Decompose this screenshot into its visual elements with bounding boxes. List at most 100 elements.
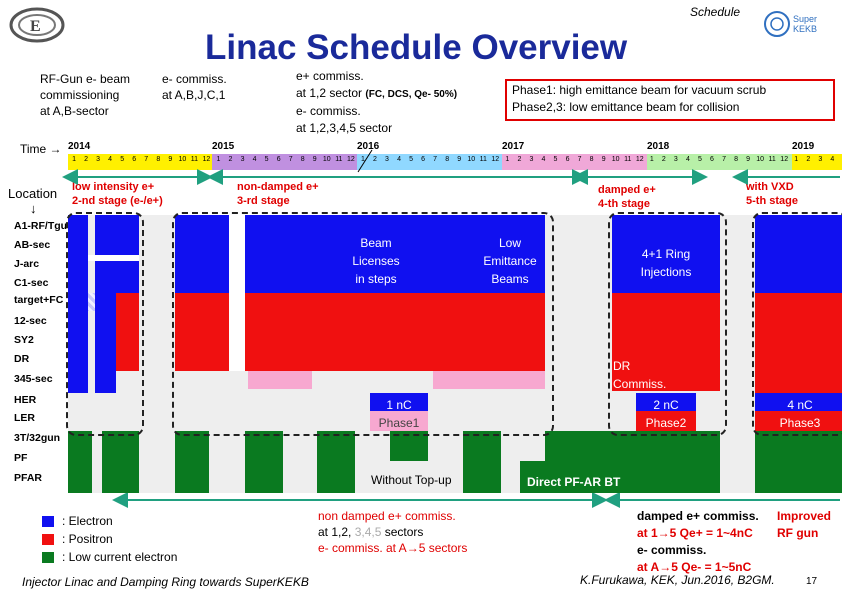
e-minus-note: e- commiss. at A,B,J,C,1 xyxy=(162,72,227,102)
block-e-2014-tail xyxy=(68,293,88,393)
row-label: DR xyxy=(14,353,30,365)
row-label: 12-sec xyxy=(14,315,47,327)
month-label: 6 xyxy=(710,156,714,163)
svg-text:E: E xyxy=(30,18,41,35)
block-phase3-her xyxy=(755,393,842,411)
block-e-plus-2018 xyxy=(612,293,720,391)
kek-logo: E xyxy=(8,6,66,44)
month-label: 11 xyxy=(479,156,487,163)
year-2019: 2019 xyxy=(792,141,815,152)
legend-electron-swatch xyxy=(42,516,54,527)
dash-2014 xyxy=(66,212,144,436)
block-green-1 xyxy=(68,431,92,493)
legend-positron: : Positron xyxy=(62,532,113,546)
block-dr-pink-1 xyxy=(248,371,312,389)
month-label: 5 xyxy=(120,156,125,163)
month-label: 4 xyxy=(685,156,690,163)
phase-box-line2: Phase2,3: low emittance beam for collisi… xyxy=(512,100,740,114)
row-label: HER xyxy=(14,394,37,406)
improved-rf-gun-note: Improved RF gun xyxy=(777,509,832,540)
corner-label: Schedule xyxy=(690,5,741,19)
row-label: 345-sec xyxy=(14,373,53,385)
month-label: 1 xyxy=(794,156,799,163)
month-label: 11 xyxy=(335,156,343,163)
month-label: 2 xyxy=(228,156,233,163)
month-label: 10 xyxy=(756,156,765,163)
month-label: 3 xyxy=(385,156,389,163)
row-label: AB-sec xyxy=(14,239,51,251)
low-emittance-label: Low Emittance Beams xyxy=(483,236,537,286)
block-green-2 xyxy=(102,431,139,493)
dash-2015-2017 xyxy=(172,212,554,436)
block-green-3 xyxy=(175,431,209,493)
block-phase3-ler xyxy=(755,411,842,431)
month-label: 11 xyxy=(190,156,199,163)
block-phase1-ler xyxy=(370,411,428,431)
month-label: 7 xyxy=(144,156,149,163)
month-label: 5 xyxy=(698,156,702,163)
footer-right: K.Furukawa, KEK, Jun.2016, B2GM. xyxy=(580,573,775,587)
block-green-5 xyxy=(317,431,355,493)
month-label: 6 xyxy=(565,156,570,163)
location-label: Location xyxy=(8,186,58,201)
block-phase2-her xyxy=(636,393,696,411)
month-label: 9 xyxy=(746,156,751,163)
dr-commiss-label: DR Commiss. xyxy=(613,359,667,391)
month-label: 11 xyxy=(624,156,632,163)
year-2017: 2017 xyxy=(502,141,525,152)
stage-5: with VXD 5-th stage xyxy=(746,181,798,207)
beam-licenses-label: Beam Licenses in steps xyxy=(352,236,400,286)
location-arrow: ↓ xyxy=(30,201,37,216)
block-e-2019 xyxy=(755,215,842,293)
non-damped-note: non damped e+ commiss. at 1,2, 3,4,5 sec… xyxy=(318,509,468,555)
month-label: 1 xyxy=(505,156,510,163)
month-label: 2 xyxy=(372,156,377,163)
year-2015: 2015 xyxy=(212,141,235,152)
row-label: PFAR xyxy=(14,472,43,484)
dash-2019 xyxy=(752,212,842,436)
block-phase2-ler xyxy=(636,411,696,431)
row-label: C1-sec xyxy=(14,277,49,289)
block-e-main2 xyxy=(245,215,545,293)
month-label: 9 xyxy=(601,156,606,163)
month-label: 1 xyxy=(649,156,654,163)
month-label: 2 xyxy=(661,156,666,163)
block-phase1-her xyxy=(370,393,428,411)
month-labels: 1 2 3 4 5 6 7 8 9 10 11 12 1 2 3 4 5 6 7 8 9 10 11 12 1 2 3 4 5 6 7 8 9 1… xyxy=(68,156,842,170)
year-2018: 2018 xyxy=(647,141,670,152)
month-label: 2 xyxy=(517,156,522,163)
without-topup-label: Without Top-up xyxy=(371,473,452,487)
month-label: 9 xyxy=(312,156,317,163)
rf-gun-note: RF-Gun e- beam commissioning at A,B-sector xyxy=(40,72,131,118)
row-label: LER xyxy=(14,412,35,424)
page-number: 17 xyxy=(806,576,818,587)
phase1-label: 1 nC Phase1 xyxy=(378,398,420,430)
month-label: 4 xyxy=(541,156,546,163)
month-label: 2 xyxy=(84,156,88,163)
month-label: 12 xyxy=(346,156,355,163)
month-label: 9 xyxy=(457,156,462,163)
block-green-9 xyxy=(755,431,842,493)
legend-low-current-swatch xyxy=(42,552,54,563)
block-e-plus-2019 xyxy=(755,293,842,393)
month-label: 6 xyxy=(132,156,137,163)
month-label: 9 xyxy=(168,156,173,163)
legend-low-current: : Low current electron xyxy=(62,550,178,564)
month-label: 3 xyxy=(96,156,101,163)
row-label: A1-RF/Tgun xyxy=(14,220,74,232)
block-green-8 xyxy=(520,431,720,493)
month-label: 8 xyxy=(156,156,161,163)
row-label: SY2 xyxy=(14,334,34,346)
phase3-label: 4 nC Phase3 xyxy=(779,398,821,430)
phase2-label: 2 nC Phase2 xyxy=(645,398,687,430)
page-title: Linac Schedule Overview xyxy=(205,28,628,67)
stage-4: damped e+ 4-th stage xyxy=(598,184,656,210)
month-label: 3 xyxy=(818,156,823,163)
month-label: 5 xyxy=(409,156,413,163)
month-label: 1 xyxy=(216,156,221,163)
month-label: 8 xyxy=(589,156,594,163)
month-label: 8 xyxy=(445,156,450,163)
month-label: 7 xyxy=(433,156,438,163)
month-label: 3 xyxy=(673,156,678,163)
